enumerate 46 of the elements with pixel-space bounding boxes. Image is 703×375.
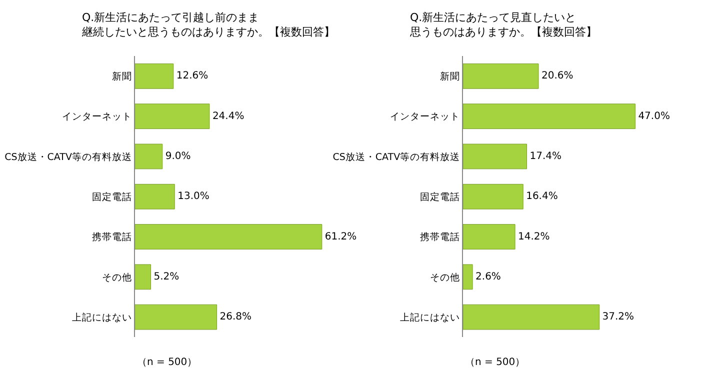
data-label: 2.6%: [476, 271, 501, 282]
bar: [463, 144, 527, 170]
y-tick-label: 上記にはない: [400, 311, 460, 324]
bar: [134, 264, 152, 290]
y-tick-label: その他: [430, 271, 460, 284]
y-tick-label: 携帯電話: [420, 231, 460, 244]
y-tick-label: 固定電話: [420, 190, 460, 203]
bar: [463, 304, 600, 330]
y-tick-label: 携帯電話: [92, 231, 132, 244]
bar: [134, 104, 210, 130]
bar: [134, 304, 218, 330]
y-tick-label: 新聞: [112, 70, 132, 83]
bar: [463, 264, 473, 290]
bar: [134, 184, 175, 210]
y-tick-label: 固定電話: [92, 190, 132, 203]
bar: [463, 104, 636, 130]
y-tick-label: 新聞: [440, 70, 460, 83]
text: （n = 500）: [465, 357, 526, 368]
bar: [134, 224, 322, 250]
y-tick-label: インターネット: [62, 112, 132, 123]
y-tick-label: CS放送・CATV等の有料放送: [4, 150, 132, 163]
data-label: 13.0%: [178, 191, 210, 202]
y-tick-label: インターネット: [390, 112, 460, 123]
data-label: 24.4%: [212, 110, 244, 122]
y-tick-label: 上記にはない: [72, 311, 132, 324]
data-label: 5.2%: [154, 271, 180, 282]
bar: [134, 144, 163, 170]
text: （n = 500）: [137, 357, 198, 368]
bar: [463, 184, 524, 210]
data-label: 47.0%: [638, 110, 670, 122]
bar: [463, 63, 539, 89]
data-label: 16.4%: [526, 191, 558, 202]
data-label: 61.2%: [324, 231, 357, 242]
bar: [134, 63, 174, 89]
y-tick-label: その他: [102, 271, 132, 284]
data-label: 20.6%: [541, 70, 574, 82]
data-label: 26.8%: [220, 312, 252, 323]
y-tick-label: CS放送・CATV等の有料放送: [332, 150, 460, 163]
data-label: 37.2%: [602, 312, 634, 323]
data-label: 17.4%: [530, 150, 562, 162]
data-label: 9.0%: [165, 150, 191, 162]
data-label: 14.2%: [518, 231, 550, 242]
chart-title: Q.新生活にあたって見直したいと思うものはありますか。【複数回答】: [409, 11, 597, 38]
chart-title: Q.新生活にあたって引越し前のまま継続したいと思うものはありますか。【複数回答】: [81, 11, 335, 38]
data-label: 12.6%: [176, 70, 208, 82]
bar: [463, 224, 516, 250]
